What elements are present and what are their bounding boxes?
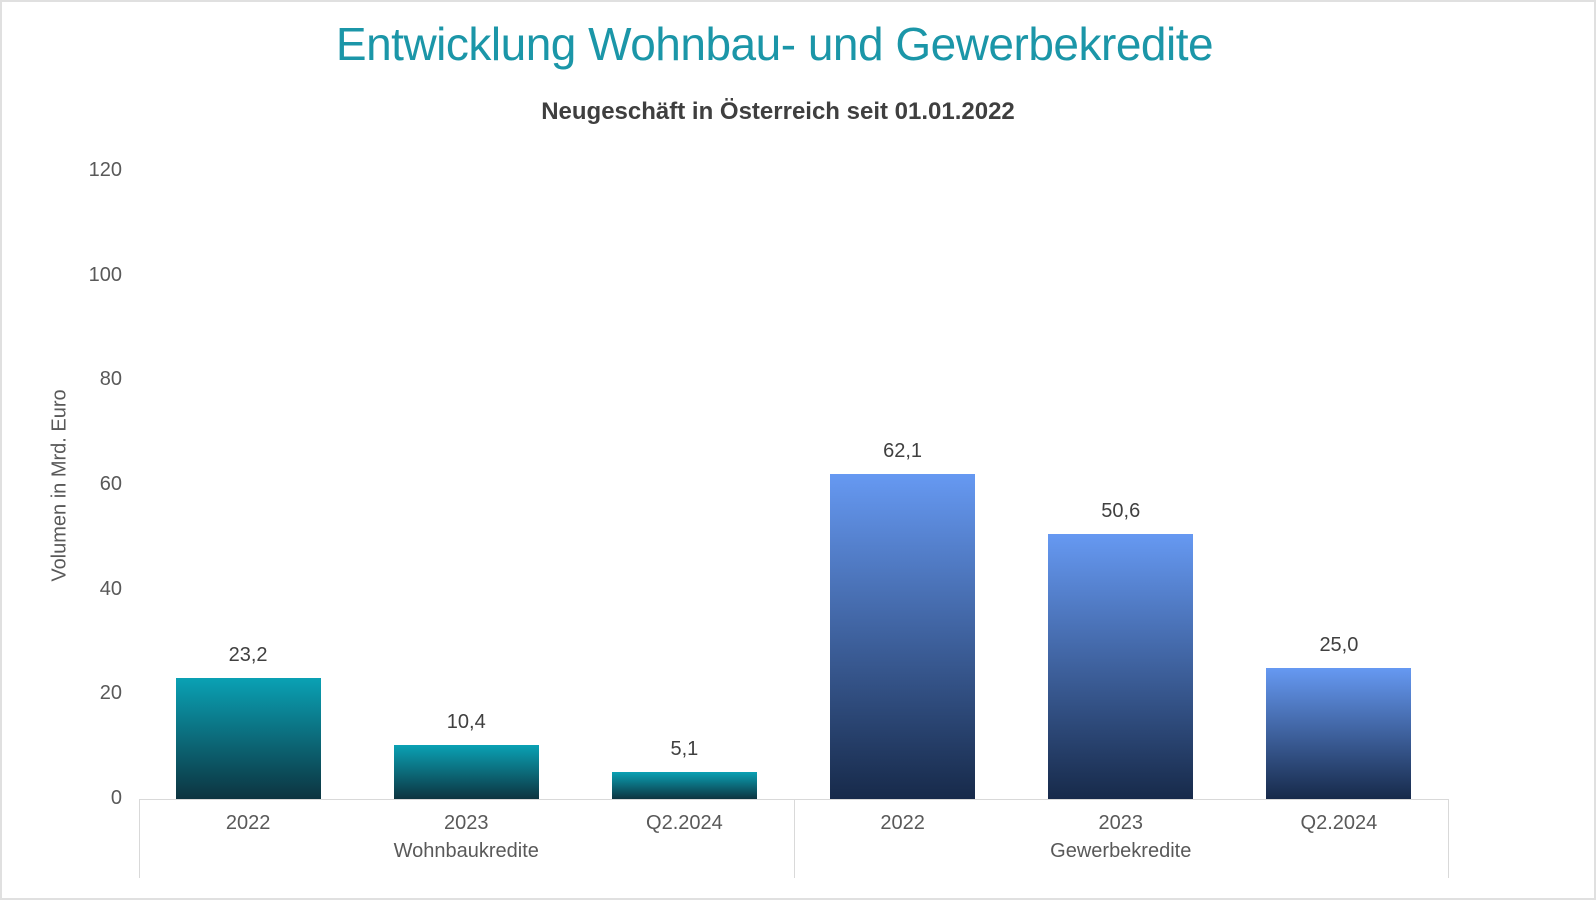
y-tick-label: 100 [88,263,122,286]
category-tick-label: Q2.2024 [1300,812,1378,834]
group-label: Wohnbaukredite [393,840,539,862]
y-tick-label: 120 [88,159,122,181]
bar-value-label: 50,6 [1101,500,1141,523]
chart-subtitle: Neugeschäft in Österreich seit 01.01.202… [541,98,1015,125]
category-tick-label: 2022 [880,812,925,834]
bar [1266,668,1412,799]
bar-value-label: 62,1 [883,440,923,462]
y-tick-label: 40 [99,577,122,600]
bar-value-label: 10,4 [446,710,486,733]
category-separator-line [1448,799,1449,878]
group-label: Gewerbekredite [1050,840,1192,862]
bar-value-label: 25,0 [1319,634,1359,657]
y-tick-label: 0 [110,787,122,809]
y-tick-label: 20 [99,682,122,705]
category-tick-label: 2023 [444,812,489,834]
chart-header: Entwicklung Wohnbau- und Gewerbekredite [2,18,1547,71]
category-tick-label: 2022 [225,812,271,834]
bar [1048,534,1194,799]
bar-value-label: 5,1 [670,738,699,761]
category-tick-label: 2023 [1098,812,1144,834]
chart-title: Entwicklung Wohnbau- und Gewerbekredite [335,18,1214,70]
category-separator-line [793,799,795,878]
bar [175,677,321,799]
bar [393,744,539,799]
y-tick-label: 80 [99,368,122,391]
bar [830,474,976,799]
category-tick-label: Q2.2024 [646,812,723,834]
bar-value-label: 23,2 [228,643,268,666]
y-tick-label: 60 [99,473,122,495]
category-separator-line [139,799,140,878]
chart-subheader: Neugeschäft in Österreich seit 01.01.202… [2,98,1554,126]
bar [611,772,757,799]
